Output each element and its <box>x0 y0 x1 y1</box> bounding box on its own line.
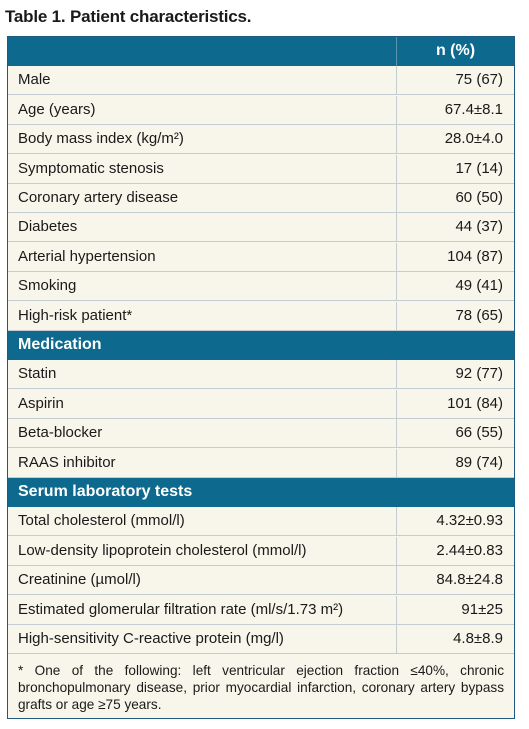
table-row: Estimated glomerular filtration rate (ml… <box>8 595 514 625</box>
row-value-cell: 101 (84) <box>396 389 514 418</box>
header-label-cell <box>8 37 396 66</box>
table-row: Total cholesterol (mmol/l) 4.32±0.93 <box>8 507 514 537</box>
table-footnote: * One of the following: left ventricular… <box>18 663 504 712</box>
section-header-row: Medication <box>8 331 514 360</box>
section-title: Medication <box>18 336 102 353</box>
table-row: High-sensitivity C-reactive protein (mg/… <box>8 625 514 654</box>
row-label-cell: Estimated glomerular filtration rate (ml… <box>18 600 344 618</box>
table-row: Coronary artery disease 60 (50) <box>8 184 514 213</box>
table-row: Smoking 49 (41) <box>8 272 514 302</box>
row-value-cell: 17 (14) <box>396 154 514 183</box>
table-row: Age (years) 67.4±8.1 <box>8 95 514 125</box>
row-value-cell: 60 (50) <box>396 184 514 212</box>
table-row: Body mass index (kg/m²) 28.0±4.0 <box>8 125 514 155</box>
table-row: Creatinine (µmol/l) 84.8±24.8 <box>8 566 514 596</box>
row-value-cell: 75 (67) <box>396 66 514 95</box>
row-label-cell: Arterial hypertension <box>18 247 156 265</box>
row-label-cell: Low-density lipoprotein cholesterol (mmo… <box>18 541 307 559</box>
row-value-cell: 84.8±24.8 <box>396 566 514 595</box>
section-title: Serum laboratory tests <box>18 483 193 500</box>
row-label-cell: Symptomatic stenosis <box>18 159 164 177</box>
row-label-cell: Total cholesterol (mmol/l) <box>18 512 185 530</box>
table-title: Table 1. Patient characteristics. <box>5 7 252 26</box>
table-row: RAAS inhibitor 89 (74) <box>8 448 514 478</box>
row-value-cell: 92 (77) <box>396 360 514 389</box>
table-row: Male 75 (67) <box>8 66 514 96</box>
table-row: Beta-blocker 66 (55) <box>8 419 514 449</box>
row-label-cell: Smoking <box>18 277 77 295</box>
row-label-cell: Body mass index (kg/m²) <box>18 130 184 148</box>
row-label-cell: High-sensitivity C-reactive protein (mg/… <box>18 630 284 647</box>
table-row: Arterial hypertension 104 (87) <box>8 242 514 272</box>
table-row: Statin 92 (77) <box>8 360 514 390</box>
row-value-cell: 44 (37) <box>396 213 514 242</box>
row-value-cell: 49 (41) <box>396 272 514 301</box>
row-label-cell: Coronary artery disease <box>18 189 179 206</box>
table-row: High-risk patient* 78 (65) <box>8 301 514 331</box>
header-value-cell: n (%) <box>396 37 514 66</box>
row-value-cell: 67.4±8.1 <box>396 95 514 124</box>
table-row: Aspirin 101 (84) <box>8 389 514 419</box>
row-value-cell: 2.44±0.83 <box>396 536 514 565</box>
row-value-cell: 104 (87) <box>396 242 514 271</box>
row-value-cell: 89 (74) <box>396 448 514 477</box>
row-value-cell: 28.0±4.0 <box>396 125 514 154</box>
row-label-cell: Age (years) <box>18 100 96 118</box>
table-row: Symptomatic stenosis 17 (14) <box>8 154 514 184</box>
table-row: Diabetes 44 (37) <box>8 213 514 243</box>
section-header-row: Serum laboratory tests <box>8 478 514 507</box>
row-value-cell: 91±25 <box>396 595 514 624</box>
table-row: Low-density lipoprotein cholesterol (mmo… <box>8 536 514 566</box>
row-label-cell: Creatinine (µmol/l) <box>18 571 141 589</box>
row-label-cell: Aspirin <box>18 394 64 412</box>
row-label-cell: Statin <box>18 365 57 383</box>
row-value-cell: 78 (65) <box>396 301 514 330</box>
row-label-cell: RAAS inhibitor <box>18 453 116 471</box>
patient-characteristics-table: n (%) Male 75 (67) Age (years) 67.4±8.1 Body… <box>7 36 515 719</box>
row-label-cell: Male <box>18 71 51 89</box>
row-label-cell: Diabetes <box>18 218 78 236</box>
row-value-cell: 4.32±0.93 <box>396 507 514 536</box>
row-label-cell: High-risk patient* <box>18 306 133 324</box>
row-value-cell: 66 (55) <box>396 419 514 448</box>
row-value-cell: 4.8±8.9 <box>396 625 514 653</box>
table-header-row: n (%) <box>8 37 514 66</box>
row-label-cell: Beta-blocker <box>18 424 103 442</box>
